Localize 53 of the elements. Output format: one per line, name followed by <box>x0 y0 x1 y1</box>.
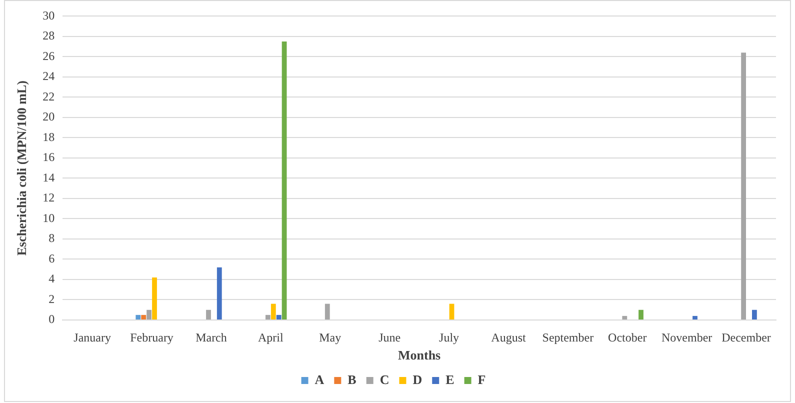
y-tick-label: 30 <box>42 8 55 22</box>
legend-label: D <box>412 372 422 387</box>
y-tick-label: 2 <box>48 292 55 306</box>
bar <box>146 310 152 320</box>
x-tick-label: September <box>542 330 594 344</box>
bar <box>752 310 757 320</box>
legend-label: A <box>314 372 325 387</box>
x-tick-label: February <box>130 330 174 344</box>
y-tick-label: 10 <box>42 210 55 225</box>
y-tick-label: 6 <box>48 251 55 266</box>
legend-label: E <box>446 372 454 387</box>
legend-label: F <box>478 372 486 387</box>
y-tick-label: 28 <box>42 28 55 43</box>
x-tick-label: November <box>661 330 712 344</box>
y-tick-label: 0 <box>48 312 55 326</box>
bar <box>324 304 330 320</box>
bar <box>692 316 698 320</box>
x-tick-label: January <box>74 330 111 344</box>
x-tick-label: March <box>196 330 227 344</box>
bar <box>449 304 454 320</box>
x-tick-label: December <box>722 330 771 344</box>
x-tick-label: August <box>491 330 526 344</box>
y-tick-label: 22 <box>42 89 55 104</box>
bar <box>206 310 211 320</box>
y-axis-title: Escherichia coli (MPN/100 mL) <box>14 80 30 256</box>
y-tick-label: 20 <box>42 110 55 124</box>
y-tick-label: 16 <box>42 150 55 164</box>
y-tick-label: 8 <box>48 231 55 246</box>
x-tick-label: April <box>258 330 284 344</box>
y-tick-label: 18 <box>42 130 55 144</box>
y-tick-label: 4 <box>48 272 55 286</box>
x-axis-title: Months <box>398 348 441 363</box>
bar <box>622 316 628 320</box>
bar <box>282 42 287 320</box>
bar <box>141 314 146 320</box>
bar <box>266 314 270 320</box>
x-tick-label: October <box>608 330 647 344</box>
legend-label: C <box>380 372 390 387</box>
bar <box>136 314 141 320</box>
x-tick-label: July <box>439 330 460 344</box>
bar <box>152 277 157 320</box>
bar <box>216 267 222 320</box>
y-tick-label: 12 <box>42 190 55 205</box>
y-tick-label: 24 <box>42 69 55 84</box>
y-tick-label: 14 <box>42 170 55 184</box>
x-tick-label: May <box>319 330 342 344</box>
bar <box>270 304 276 320</box>
bar <box>741 52 746 320</box>
bar <box>638 310 644 320</box>
bar <box>276 314 282 320</box>
x-tick-label: June <box>378 330 401 344</box>
y-tick-label: 26 <box>42 48 55 63</box>
legend-label: B <box>348 372 357 387</box>
